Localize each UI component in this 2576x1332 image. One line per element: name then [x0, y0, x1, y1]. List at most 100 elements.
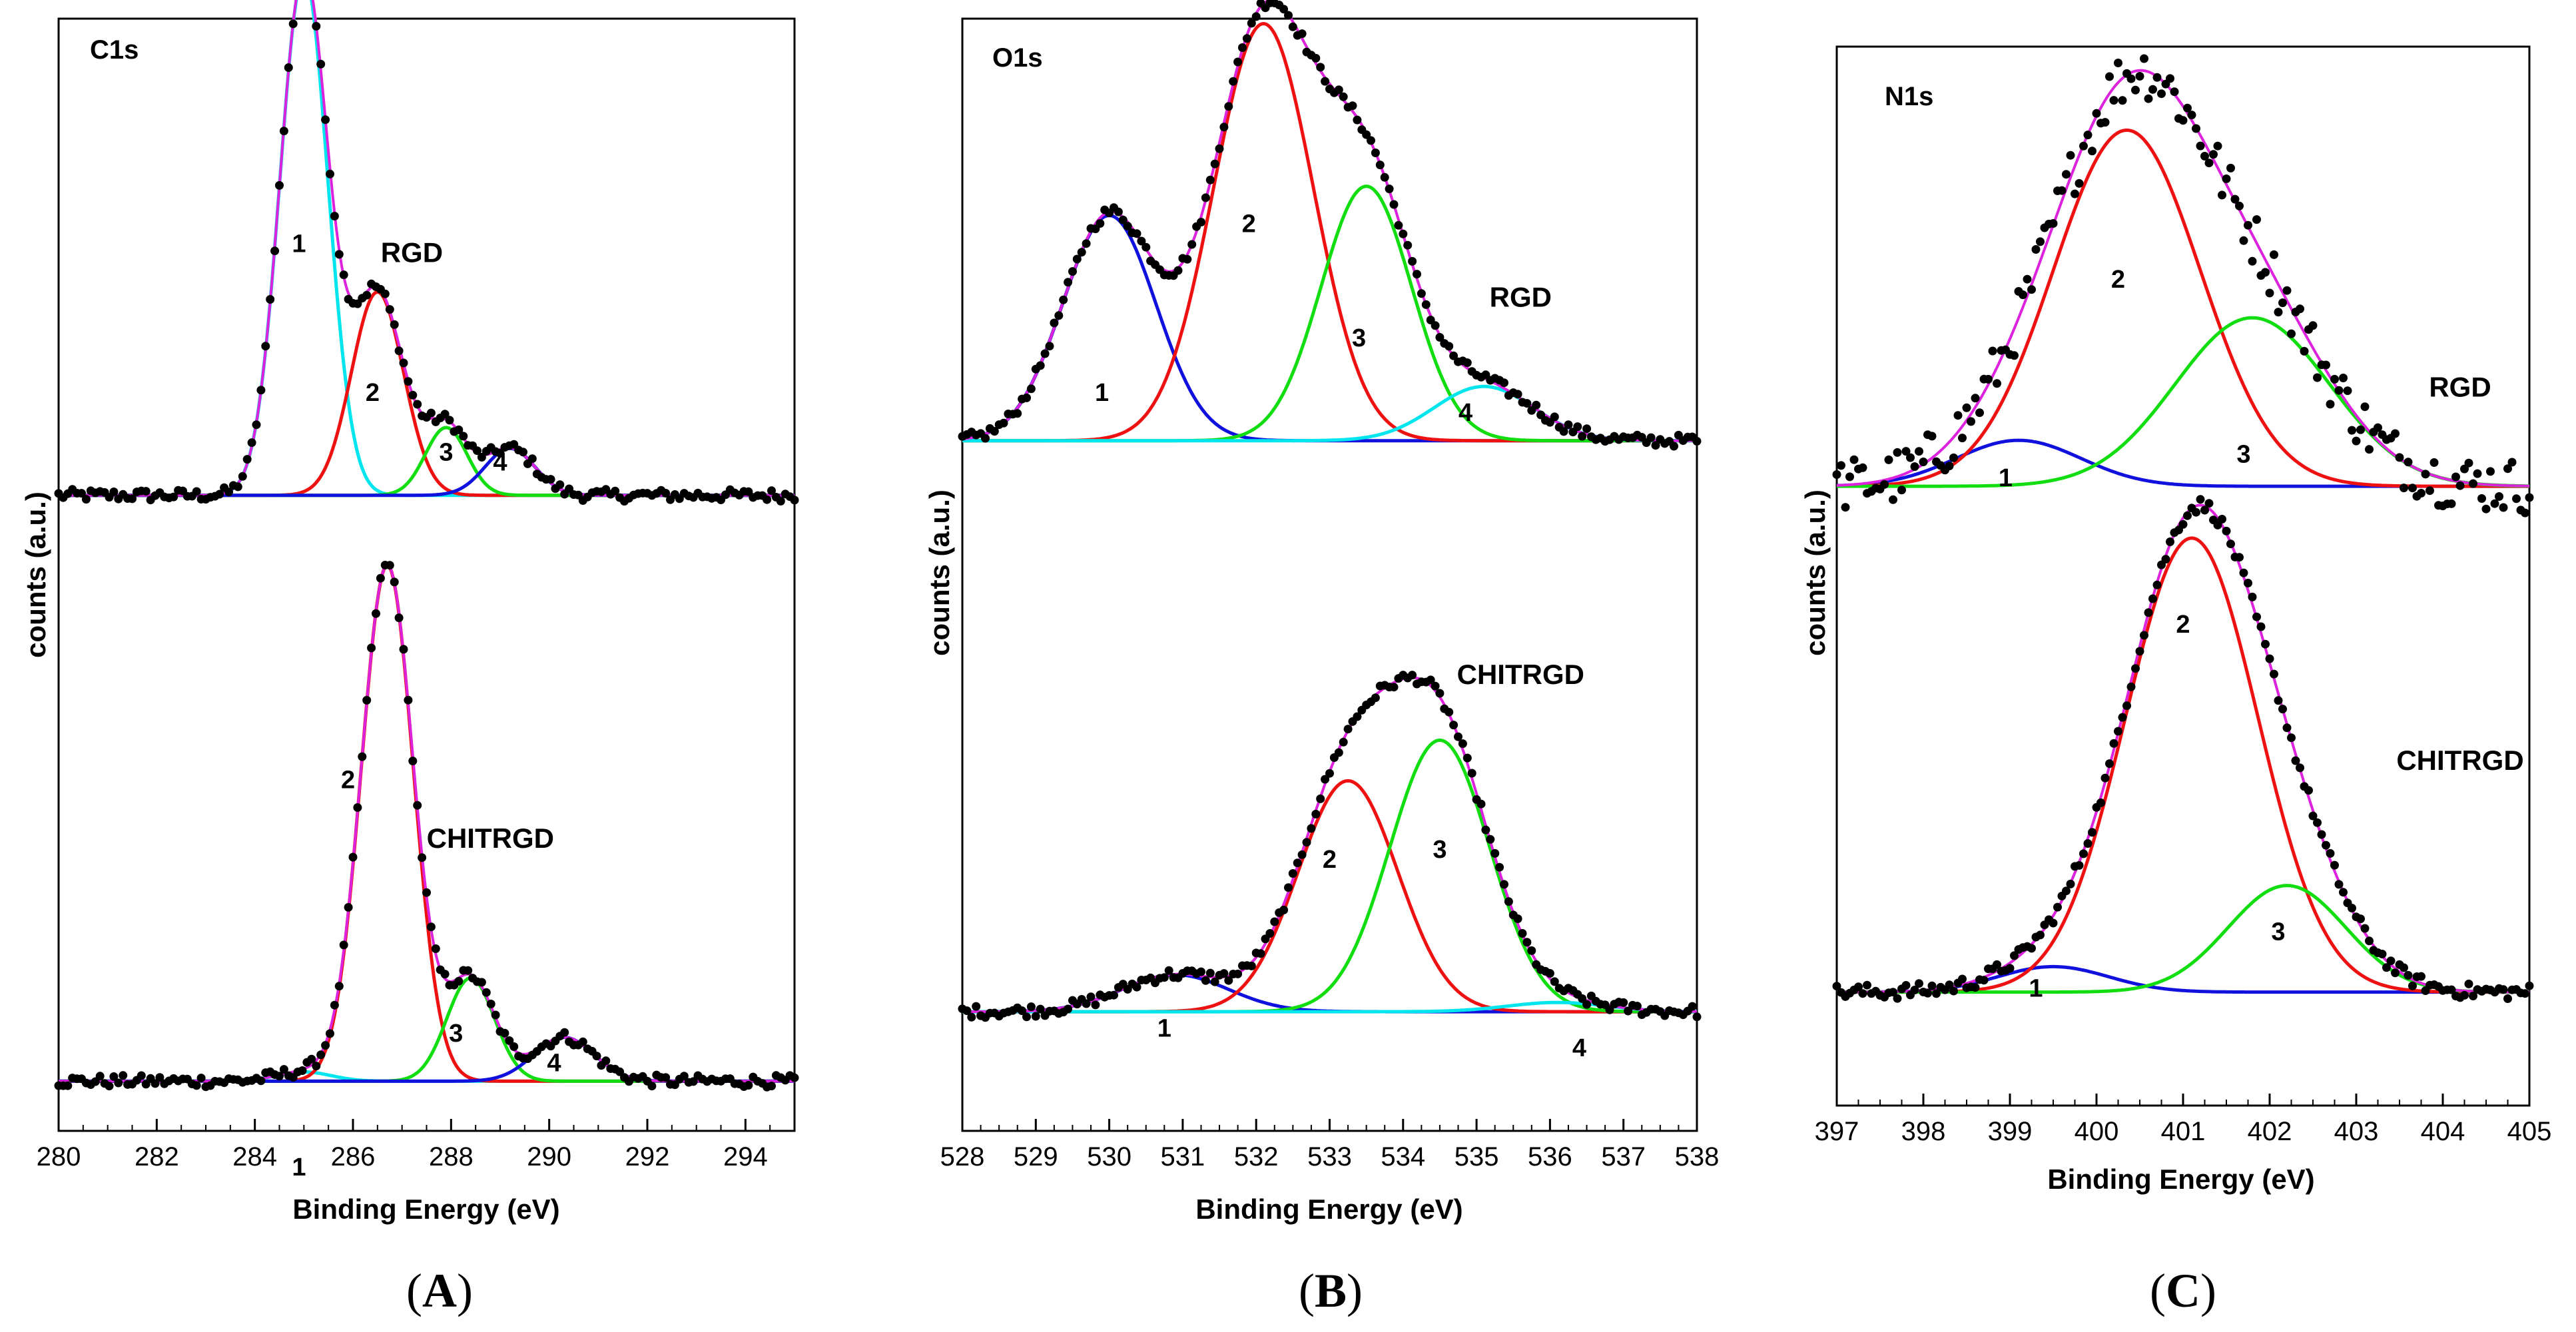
data-point	[353, 803, 362, 812]
data-point	[321, 115, 330, 125]
data-point	[1123, 222, 1132, 230]
data-point	[1518, 929, 1527, 938]
data-point	[1949, 986, 1958, 996]
data-point	[990, 427, 999, 436]
data-point	[2140, 631, 2148, 640]
data-point	[2088, 828, 2096, 837]
data-point	[2148, 85, 2157, 94]
x-tick-label: 282	[135, 1142, 179, 1171]
data-point	[1408, 256, 1417, 266]
data-point	[1082, 999, 1091, 1008]
data-point	[2166, 537, 2174, 546]
data-point	[2066, 879, 2075, 888]
b-chitrgd-peak-4-curve	[962, 1000, 1697, 1014]
data-point	[1901, 981, 1911, 990]
data-point	[2005, 964, 2015, 973]
data-point	[2235, 201, 2244, 210]
data-point	[2027, 285, 2036, 294]
data-point	[2226, 163, 2235, 172]
data-point	[1532, 400, 1541, 410]
panel-a-x-axis-label: Binding Energy (eV)	[292, 1193, 559, 1225]
panel-b-tick-labels: 528 529 530 531 532 533 534 535 536 537 538	[940, 1142, 1720, 1171]
b-rgd-peak-3-label: 3	[1352, 324, 1366, 352]
x-tick-label: 292	[625, 1142, 670, 1171]
data-point	[2408, 484, 2417, 493]
panel-a-c1s: 280 282 284 286 288 290 292 294 1 2 3 4 1 2 3 4 RGD CHI…	[20, 0, 799, 1317]
data-point	[2408, 981, 2417, 990]
data-point	[1353, 115, 1362, 125]
data-point	[1901, 447, 1911, 456]
data-point	[1845, 472, 1854, 482]
data-point	[2126, 74, 2136, 83]
data-point	[362, 290, 372, 300]
data-point	[2114, 59, 2122, 67]
data-point	[1858, 463, 1867, 472]
data-point	[1897, 486, 1906, 495]
data-point	[2140, 54, 2148, 63]
data-point	[394, 613, 404, 623]
panel-a-peak-labels: 1 2 3 4 1 2 3 4	[292, 230, 561, 1181]
data-point	[1832, 982, 1841, 991]
data-point	[2088, 147, 2096, 156]
data-point	[399, 645, 408, 654]
data-point	[2348, 904, 2356, 912]
data-point	[215, 490, 224, 499]
data-point	[981, 434, 990, 443]
panel-b-y-axis-label: counts (a.u.)	[924, 490, 955, 656]
data-point	[256, 1076, 266, 1086]
data-point	[2031, 245, 2041, 254]
data-point	[2308, 321, 2318, 330]
data-point	[967, 1012, 976, 1022]
data-point	[1229, 77, 1238, 86]
data-point	[2386, 956, 2396, 966]
data-point	[2135, 647, 2144, 656]
panel-b-peak-labels: 1 2 3 4 1 2 3 4	[1095, 210, 1586, 1063]
data-point	[2313, 818, 2322, 827]
data-point	[408, 757, 418, 766]
data-point	[1910, 462, 1919, 472]
data-point	[1082, 239, 1091, 248]
data-point	[1284, 883, 1293, 892]
data-point	[2248, 592, 2257, 601]
data-point	[2252, 215, 2261, 224]
data-point	[1863, 980, 1871, 990]
data-point	[1431, 321, 1440, 330]
data-point	[1578, 994, 1587, 1003]
data-point	[404, 695, 413, 705]
data-point	[1993, 379, 2001, 388]
data-point	[151, 1079, 160, 1088]
data-point	[1380, 172, 1389, 182]
panel-c-tick-labels: 397 398 399 400 401 402 403 404 405	[1815, 1117, 2552, 1146]
data-point	[1205, 968, 1215, 978]
data-point	[2109, 96, 2118, 105]
data-point	[2170, 87, 2179, 97]
data-point	[2105, 759, 2114, 769]
x-tick-label: 400	[2075, 1117, 2119, 1146]
data-point	[279, 1065, 288, 1074]
data-point	[2010, 351, 2019, 360]
data-point	[611, 486, 620, 496]
data-point	[1394, 220, 1403, 230]
data-point	[1321, 77, 1330, 86]
b-chitrgd-spectrum-label: CHITRGD	[1457, 659, 1584, 690]
data-point	[2525, 981, 2534, 990]
x-tick-label: 280	[37, 1142, 81, 1171]
data-point	[2460, 464, 2469, 474]
data-point	[1832, 470, 1841, 479]
data-point	[679, 1072, 689, 1081]
data-point	[2222, 526, 2231, 535]
data-point	[2071, 189, 2079, 198]
data-point	[2473, 469, 2482, 478]
b-rgd-spectrum-label: RGD	[1490, 281, 1552, 312]
data-point	[1949, 453, 1958, 462]
data-point	[2334, 386, 2344, 395]
data-point	[1091, 1000, 1100, 1010]
panel-a-tick-labels: 280 282 284 286 288 290 292 294	[37, 1142, 768, 1171]
data-point	[555, 480, 565, 490]
a-chitrgd-peak-4-label: 4	[547, 1050, 561, 1078]
data-point	[445, 416, 454, 425]
data-point	[2079, 849, 2088, 858]
data-point	[1086, 992, 1096, 1002]
data-point	[1550, 977, 1559, 986]
data-point	[2265, 654, 2274, 663]
